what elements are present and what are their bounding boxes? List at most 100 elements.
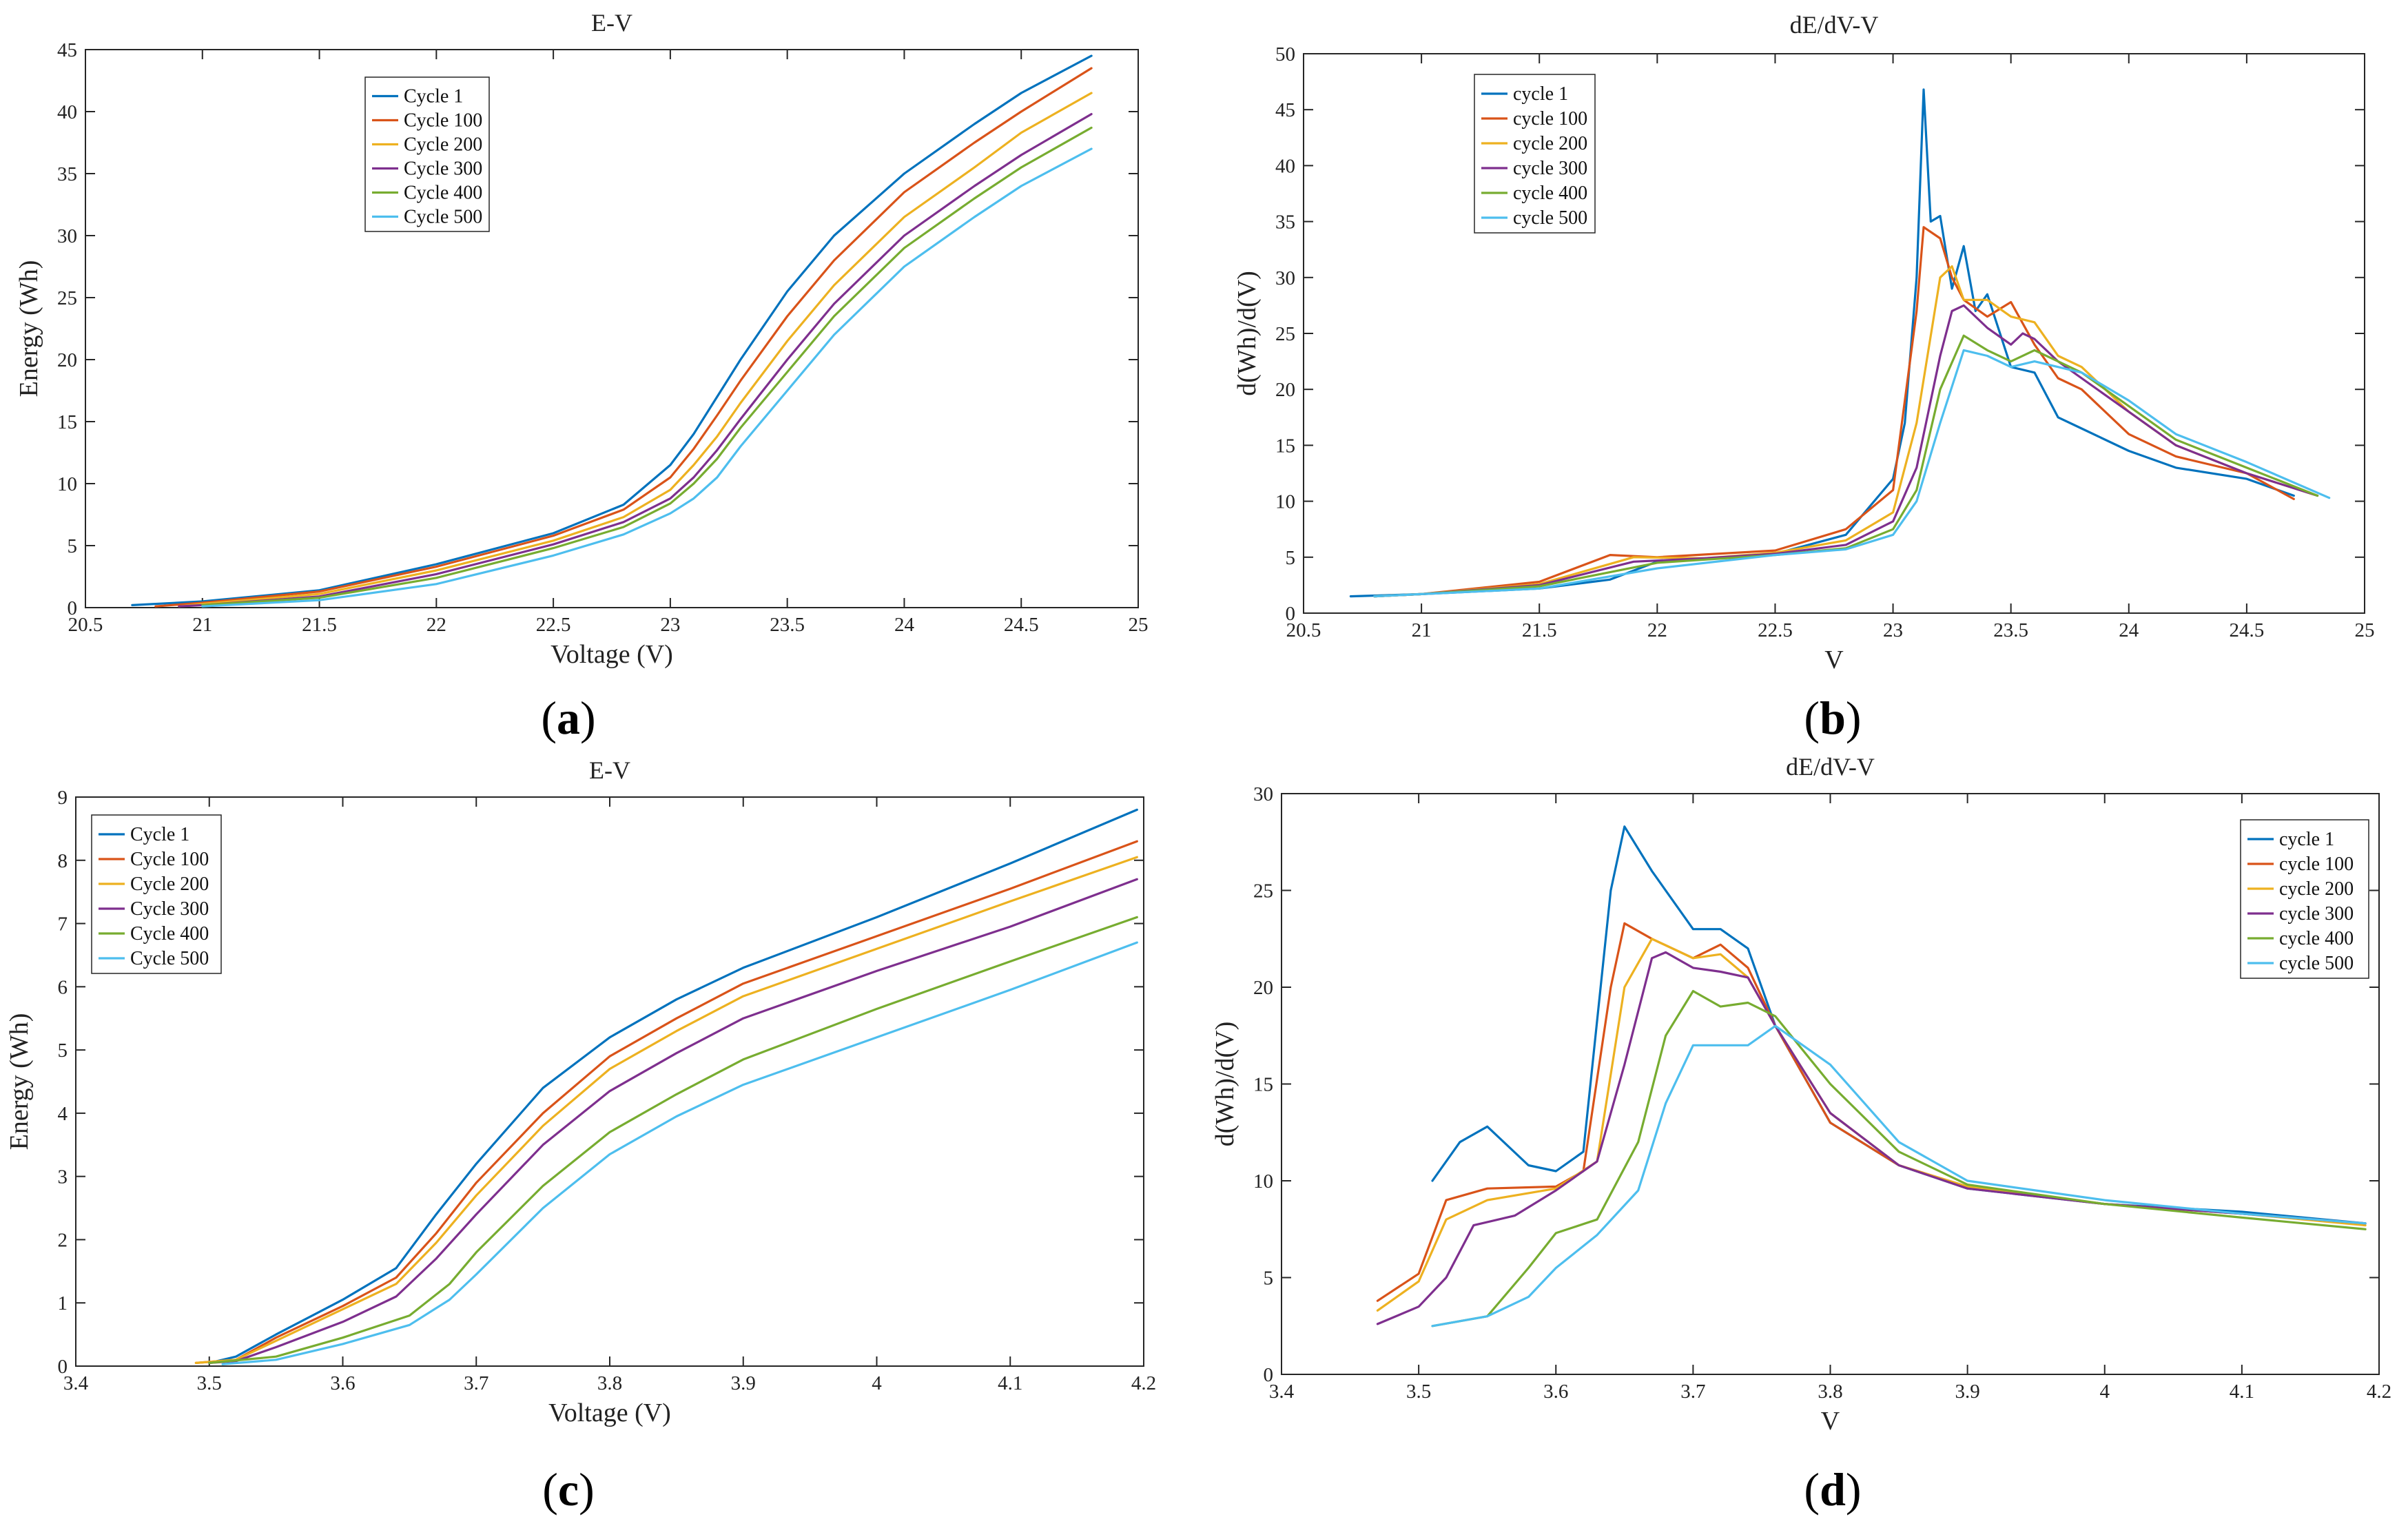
- y-tick-label: 15: [1253, 1074, 1273, 1096]
- legend-entry: cycle 500: [1513, 207, 1587, 229]
- panel-d: 3.4 3.5 3.6 3.7 3.8 3.9 4 4.1 4.2 0 5 10 15 20 25 30 dE/…: [1211, 753, 2391, 1516]
- series-line-2: [154, 67, 1093, 608]
- panel-label: (a): [541, 692, 595, 744]
- series-line-5: [201, 126, 1093, 607]
- legend-entry: Cycle 1: [130, 824, 189, 845]
- y-tick-label: 30: [57, 225, 77, 247]
- x-tick-label: 3.7: [464, 1372, 488, 1394]
- series-line-3: [1373, 265, 2319, 598]
- legend-box: [364, 76, 490, 232]
- y-tick-label: 30: [1275, 267, 1295, 289]
- x-tick-label: 3.9: [731, 1372, 756, 1394]
- x-tick-label: 22.5: [1758, 619, 1793, 641]
- legend-entry: cycle 400: [1513, 183, 1587, 204]
- y-axis-label: Energy (Wh): [5, 1013, 34, 1150]
- x-tick-label: 3.6: [1543, 1381, 1568, 1403]
- chart-title: E-V: [591, 9, 632, 37]
- y-tick-label: 4: [58, 1103, 68, 1125]
- series-line-2: [1373, 226, 2295, 598]
- y-tick-label: 7: [58, 913, 68, 936]
- x-axis-label: V: [1821, 1407, 1840, 1436]
- x-tick-label: 25: [1129, 614, 1149, 636]
- y-tick-label: 0: [1264, 1364, 1274, 1386]
- x-tick-label: 24.5: [2230, 619, 2265, 641]
- y-tick-label: 0: [68, 597, 78, 619]
- legend-entry: cycle 300: [2279, 903, 2354, 925]
- y-tick-label: 20: [1275, 379, 1295, 401]
- x-tick-label: 4.2: [2367, 1381, 2391, 1403]
- series-line-6: [1431, 1024, 2367, 1328]
- plot-frame: [85, 49, 1139, 608]
- y-tick-label: 25: [1275, 323, 1295, 345]
- x-tick-label: 3.5: [1406, 1381, 1431, 1403]
- x-tick-label: 23.5: [1993, 619, 2028, 641]
- x-tick-label: 20.5: [1286, 619, 1321, 641]
- x-axis-label: Voltage (V): [548, 1398, 671, 1427]
- x-tick-label: 3.7: [1680, 1381, 1705, 1403]
- y-tick-label: 20: [1253, 977, 1273, 999]
- x-tick-label: 24: [2119, 619, 2139, 641]
- x-axis-label: V: [1824, 646, 1844, 674]
- legend-entry: Cycle 200: [404, 134, 482, 156]
- panel-a: 20.5 21 21.5 22 22.5 23 23.5 24 24.5 25 0 5 10 15 20 25…: [14, 9, 1149, 744]
- x-tick-label: 23: [1883, 619, 1903, 641]
- x-tick-label: 4.1: [998, 1372, 1022, 1394]
- legend-entry: cycle 300: [1513, 158, 1587, 179]
- legend-box: [1474, 74, 1596, 234]
- x-tick-label: 4.2: [1131, 1372, 1156, 1394]
- y-tick-label: 0: [1286, 603, 1296, 625]
- x-tick-label: 3.5: [197, 1372, 222, 1394]
- series-line-6: [201, 147, 1093, 608]
- series-line-1: [131, 54, 1093, 607]
- y-tick-label: 10: [1253, 1170, 1273, 1193]
- chart-title: E-V: [589, 756, 630, 784]
- y-tick-label: 5: [58, 1040, 68, 1062]
- panel-label: (d): [1804, 1463, 1861, 1516]
- series-line-5: [1431, 989, 2367, 1328]
- chart-title: dE/dV-V: [1790, 11, 1879, 39]
- y-tick-label: 40: [1275, 155, 1295, 177]
- x-tick-label: 23.5: [770, 614, 805, 636]
- x-tick-label: 24.5: [1004, 614, 1039, 636]
- legend-entry: cycle 100: [2279, 854, 2354, 875]
- legend-entry: cycle 500: [2279, 953, 2354, 974]
- legend-entry: cycle 1: [2279, 829, 2334, 850]
- x-tick-label: 21.5: [1522, 619, 1557, 641]
- series-line-6: [221, 941, 1138, 1365]
- legend-box: [91, 814, 222, 974]
- y-tick-label: 45: [1275, 99, 1295, 121]
- y-tick-label: 2: [58, 1229, 68, 1251]
- series-line-6: [1373, 349, 2331, 598]
- legend-entry: Cycle 400: [130, 923, 209, 944]
- legend: cycle 1 cycle 100 cycle 200 cycle 300 cycle …: [2240, 819, 2369, 979]
- y-tick-label: 35: [1275, 211, 1295, 234]
- panel-label: (b): [1804, 692, 1861, 744]
- x-tick-label: 3.8: [1818, 1381, 1842, 1403]
- legend-entry: Cycle 400: [404, 183, 482, 204]
- y-tick-label: 45: [57, 39, 77, 61]
- y-tick-label: 0: [58, 1356, 68, 1378]
- series-line-4: [1373, 304, 2319, 598]
- y-axis-label: Energy (Wh): [14, 260, 43, 398]
- x-tick-label: 25: [2355, 619, 2375, 641]
- y-tick-label: 9: [58, 787, 68, 809]
- x-tick-label: 3.9: [1955, 1381, 1980, 1403]
- x-tick-label: 4: [872, 1372, 882, 1394]
- legend-entry: Cycle 300: [404, 158, 482, 180]
- legend-box: [2240, 819, 2369, 979]
- chart-title: dE/dV-V: [1786, 753, 1875, 781]
- x-tick-label: 3.4: [1269, 1381, 1295, 1403]
- y-tick-label: 30: [1253, 783, 1273, 805]
- series-line-3: [194, 856, 1138, 1365]
- y-tick-label: 6: [58, 976, 68, 998]
- y-tick-label: 50: [1275, 43, 1295, 65]
- series-line-1: [208, 808, 1138, 1365]
- x-tick-label: 3.4: [63, 1372, 89, 1394]
- panel-b: 20.5 21 21.5 22 22.5 23 23.5 24 24.5 25 0 5 10 15 20 25…: [1233, 11, 2375, 744]
- x-tick-label: 4.1: [2230, 1381, 2254, 1403]
- x-tick-label: 21: [192, 614, 212, 636]
- x-tick-label: 21.5: [302, 614, 337, 636]
